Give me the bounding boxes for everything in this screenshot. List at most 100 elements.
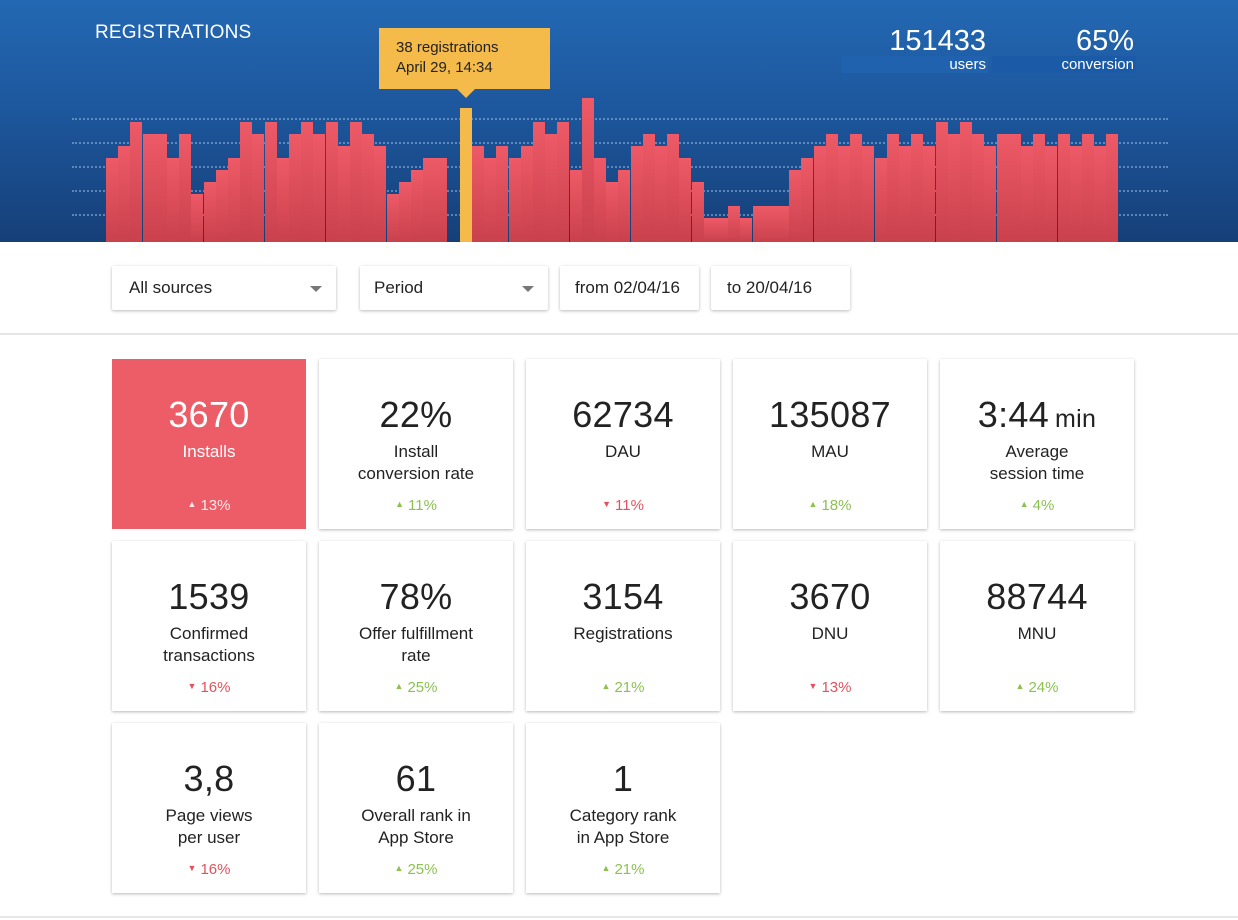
chart-bar[interactable] [679, 158, 692, 242]
metric-card[interactable]: 3:44 min Average session time ▲ 4% [940, 359, 1134, 529]
chart-bar[interactable] [496, 146, 509, 242]
metric-card[interactable]: 135087 MAU ▲ 18% [733, 359, 927, 529]
chart-bar[interactable] [557, 122, 570, 242]
chart-bar[interactable] [947, 134, 960, 242]
metric-card[interactable]: 78% Offer fulfillment rate ▲ 25% [319, 541, 513, 711]
chart-bar[interactable] [301, 122, 314, 242]
chart-bar[interactable] [1021, 146, 1033, 242]
chart-bar[interactable] [508, 158, 521, 242]
chart-bar[interactable] [606, 182, 619, 242]
chart-bar[interactable] [1106, 134, 1119, 242]
metric-card[interactable]: 3,8 Page views per user ▼ 16% [112, 723, 306, 893]
chart-bar[interactable] [374, 146, 387, 242]
chart-bar[interactable] [1045, 146, 1058, 242]
chart-bar[interactable] [1057, 134, 1070, 242]
chart-bar[interactable] [1008, 134, 1021, 242]
chart-bar[interactable] [1094, 146, 1107, 242]
metric-card[interactable]: 1539 Confirmed transactions ▼ 16% [112, 541, 306, 711]
metric-card[interactable]: 88744 MNU ▲ 24% [940, 541, 1134, 711]
chart-bar[interactable] [777, 206, 789, 242]
chart-bar[interactable] [118, 146, 131, 242]
chart-bar[interactable] [533, 122, 545, 242]
chart-bar[interactable] [716, 218, 728, 242]
chart-bar[interactable] [764, 206, 777, 242]
chart-bar[interactable] [813, 146, 826, 242]
chart-bar[interactable] [1069, 146, 1082, 242]
metric-card[interactable]: 61 Overall rank in App Store ▲ 25% [319, 723, 513, 893]
chart-bar[interactable] [642, 134, 655, 242]
chart-bar[interactable] [972, 134, 985, 242]
chart-bar[interactable] [289, 134, 301, 242]
chart-bar[interactable] [789, 170, 802, 242]
metric-card[interactable]: 3670 Installs ▲ 13% [112, 359, 306, 529]
chart-bar[interactable] [252, 134, 265, 242]
chart-bar[interactable] [850, 134, 863, 242]
registrations-bar-chart[interactable] [0, 0, 1238, 242]
chart-bar[interactable] [325, 122, 338, 242]
chart-bar[interactable] [545, 134, 558, 242]
chart-bar[interactable] [203, 182, 216, 242]
chart-bar[interactable] [350, 122, 362, 242]
chart-bar[interactable] [618, 170, 631, 242]
chart-bar[interactable] [984, 146, 997, 242]
chart-bar[interactable] [801, 158, 814, 242]
chart-bar[interactable] [862, 146, 875, 242]
sources-dropdown[interactable]: All sources [112, 266, 336, 310]
chart-bar[interactable] [655, 146, 667, 242]
chart-bar[interactable] [264, 122, 277, 242]
chart-bar[interactable] [1033, 134, 1046, 242]
chart-bar[interactable] [337, 146, 350, 242]
to-date-button[interactable]: to 20/04/16 [711, 266, 850, 310]
chart-bar[interactable] [935, 122, 948, 242]
chart-bar[interactable] [752, 206, 765, 242]
chart-bar[interactable] [386, 194, 399, 242]
metric-card[interactable]: 1 Category rank in App Store ▲ 21% [526, 723, 720, 893]
chart-bar[interactable] [594, 158, 606, 242]
chart-bar[interactable] [581, 98, 594, 242]
chart-bar[interactable] [154, 134, 167, 242]
chart-bar[interactable] [142, 134, 155, 242]
chart-bar[interactable] [569, 170, 582, 242]
chart-bar[interactable] [899, 146, 911, 242]
chart-bar[interactable] [398, 182, 411, 242]
chart-bar[interactable] [923, 146, 936, 242]
chart-bar[interactable] [130, 122, 143, 242]
chart-bar[interactable] [911, 134, 924, 242]
chart-bar[interactable] [740, 218, 753, 242]
chart-bar[interactable] [106, 158, 118, 242]
chart-bar[interactable] [191, 194, 204, 242]
chart-bar[interactable] [520, 146, 533, 242]
chart-bar[interactable] [838, 146, 850, 242]
chart-bar[interactable] [276, 158, 289, 242]
chart-bar[interactable] [960, 122, 972, 242]
chart-bar[interactable] [703, 218, 716, 242]
chart-bar[interactable] [228, 158, 240, 242]
chart-bar[interactable] [484, 158, 497, 242]
metric-card[interactable]: 62734 DAU ▼ 11% [526, 359, 720, 529]
chart-bar[interactable] [240, 122, 253, 242]
chart-bar[interactable] [886, 134, 899, 242]
from-date-button[interactable]: from 02/04/16 [560, 266, 699, 310]
chart-bar[interactable] [411, 170, 423, 242]
chart-bar[interactable] [179, 134, 192, 242]
chart-bar[interactable] [362, 134, 375, 242]
chart-bar[interactable] [435, 158, 448, 242]
chart-bar[interactable] [996, 134, 1009, 242]
chart-bar[interactable] [1082, 134, 1094, 242]
chart-bar[interactable] [874, 158, 887, 242]
chart-bar[interactable] [667, 134, 680, 242]
chart-bar[interactable] [423, 158, 436, 242]
chart-bar[interactable] [313, 134, 326, 242]
highlighted-bar[interactable] [459, 108, 472, 242]
metric-card[interactable]: 22% Install conversion rate ▲ 11% [319, 359, 513, 529]
metric-card[interactable]: 3154 Registrations ▲ 21% [526, 541, 720, 711]
period-dropdown[interactable]: Period [360, 266, 548, 310]
chart-bar[interactable] [691, 182, 704, 242]
chart-bar[interactable] [630, 146, 643, 242]
chart-bar[interactable] [728, 206, 741, 242]
chart-bar[interactable] [215, 170, 228, 242]
chart-bar[interactable] [167, 158, 179, 242]
chart-bar[interactable] [825, 134, 838, 242]
chart-bar[interactable] [472, 146, 484, 242]
metric-card[interactable]: 3670 DNU ▼ 13% [733, 541, 927, 711]
